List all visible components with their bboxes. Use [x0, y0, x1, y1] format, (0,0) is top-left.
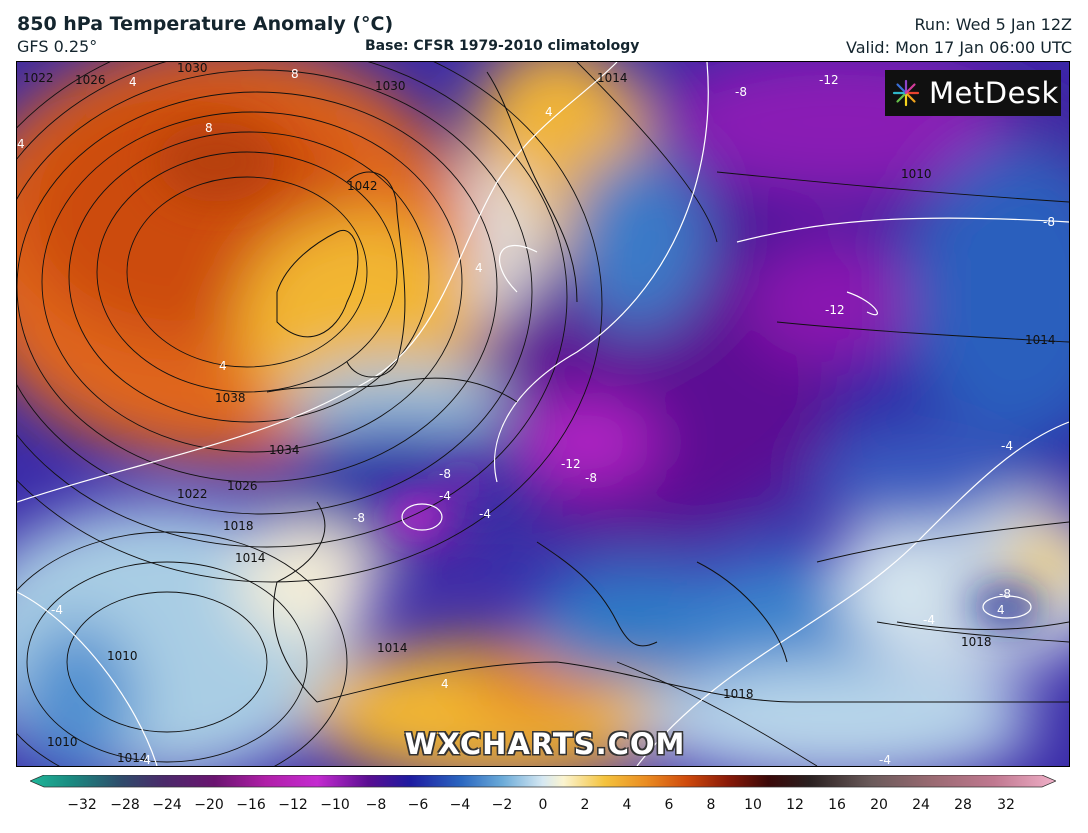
- anomaly-label: -8: [353, 511, 365, 525]
- anomaly-label: 4: [219, 359, 227, 373]
- isobar-label: 1014: [1025, 333, 1056, 347]
- colorbar-tick: −28: [110, 797, 140, 813]
- isobar-label: 1026: [75, 73, 106, 87]
- climatology-base: Base: CFSR 1979-2010 climatology: [365, 38, 640, 54]
- anomaly-label: -12: [825, 303, 845, 317]
- isobar-label: 1018: [961, 635, 992, 649]
- isobar-label: 1038: [215, 391, 246, 405]
- colorbar-tick: −32: [67, 797, 97, 813]
- colorbar-tick: 28: [954, 797, 972, 813]
- colorbar-tick: 24: [912, 797, 930, 813]
- isobar-label-group: 1022 1026 1030 1030 1014 1042 1038 1034 …: [23, 62, 1056, 765]
- valid-time: Valid: Mon 17 Jan 06:00 UTC: [846, 38, 1072, 57]
- anomaly-label: -12: [819, 73, 839, 87]
- anomaly-label: -4: [879, 753, 891, 766]
- anomaly-label: 8: [291, 67, 299, 81]
- isobar-label: 1034: [269, 443, 300, 457]
- colorbar-tick: 32: [997, 797, 1015, 813]
- logo-text: MetDesk: [929, 76, 1059, 110]
- anomaly-label: -4: [1001, 439, 1013, 453]
- anomaly-label: 4: [17, 137, 25, 151]
- anomaly-label: -8: [735, 85, 747, 99]
- colorbar-tick: −8: [365, 797, 387, 813]
- colorbar-tick: −12: [278, 797, 308, 813]
- colorbar-tick: −6: [407, 797, 429, 813]
- isobar-label: 1042: [347, 179, 378, 193]
- anomaly-label: -8: [585, 471, 597, 485]
- anomaly-label-group: 4 8 8 4 4 4 -8 -12 -8 -12 -4 -8 -12 -8 -…: [17, 67, 1055, 766]
- colorbar-tick: 4: [622, 797, 632, 813]
- weather-map[interactable]: 1022 1026 1030 1030 1014 1042 1038 1034 …: [16, 61, 1070, 767]
- anomaly-field: [17, 62, 1069, 766]
- isobar-label: 1010: [901, 167, 932, 181]
- colorbar-tick: −10: [320, 797, 350, 813]
- coastlines: [266, 71, 1069, 703]
- isobar-label: 1018: [223, 519, 254, 533]
- pinwheel-icon: [892, 79, 920, 107]
- anomaly-label: -4: [139, 753, 151, 766]
- metdesk-logo: MetDesk: [885, 70, 1061, 116]
- colorbar-tick: 8: [706, 797, 716, 813]
- model-label: GFS 0.25°: [17, 37, 98, 56]
- chart-title: 850 hPa Temperature Anomaly (°C): [17, 13, 394, 35]
- colorbar-tick: −2: [491, 797, 513, 813]
- anomaly-label: 4: [997, 603, 1005, 617]
- isobar-label: 1010: [107, 649, 138, 663]
- anomaly-label: -12: [561, 457, 581, 471]
- isobar-label: 1030: [375, 79, 406, 93]
- isobar-label: 1022: [177, 487, 208, 501]
- anomaly-label: 8: [205, 121, 213, 135]
- anomaly-label: 4: [545, 105, 553, 119]
- anomaly-label: -4: [923, 613, 935, 627]
- anomaly-label: -4: [479, 507, 491, 521]
- isobar-label: 1018: [723, 687, 754, 701]
- colorbar-strip: [28, 774, 1058, 788]
- isobar-label: 1022: [23, 71, 54, 85]
- anomaly-label: 4: [475, 261, 483, 275]
- colorbar-tick: 2: [580, 797, 590, 813]
- anomaly-label: 4: [129, 75, 137, 89]
- isobar-label: 1014: [377, 641, 408, 655]
- anomaly-label: -8: [439, 467, 451, 481]
- colorbar-tick: 6: [664, 797, 674, 813]
- colorbar-tick: −24: [152, 797, 182, 813]
- colorbar-tick: −16: [236, 797, 266, 813]
- anomaly-label: -8: [1043, 215, 1055, 229]
- anomaly-label: 4: [441, 677, 449, 691]
- colorbar-tick: −4: [449, 797, 471, 813]
- colorbar-tick: 10: [744, 797, 762, 813]
- isobar-label: 1010: [47, 735, 78, 749]
- isobar-label: 1014: [117, 751, 148, 765]
- colorbar-tick: 16: [828, 797, 846, 813]
- isobar-label: 1026: [227, 479, 258, 493]
- anomaly-label: -4: [51, 603, 63, 617]
- anomaly-label: -4: [439, 489, 451, 503]
- colorbar-tick: 0: [538, 797, 548, 813]
- wxcharts-watermark: WXCHARTS.COM: [404, 727, 686, 761]
- anomaly-label: -8: [999, 587, 1011, 601]
- anomaly-detail: [157, 122, 1037, 621]
- isobars: [17, 62, 1069, 766]
- colorbar-tick: −20: [194, 797, 224, 813]
- isobar-label: 1014: [597, 71, 628, 85]
- isobar-label: 1030: [177, 62, 208, 75]
- colorbar-tick: 12: [786, 797, 804, 813]
- color-scale-legend: −32 −28 −24 −20 −16 −12 −10 −8 −6 −4 −2 …: [28, 774, 1058, 825]
- run-time: Run: Wed 5 Jan 12Z: [914, 15, 1072, 34]
- isobar-label: 1014: [235, 551, 266, 565]
- map-canvas: 1022 1026 1030 1030 1014 1042 1038 1034 …: [17, 62, 1069, 766]
- colorbar-tick: 20: [870, 797, 888, 813]
